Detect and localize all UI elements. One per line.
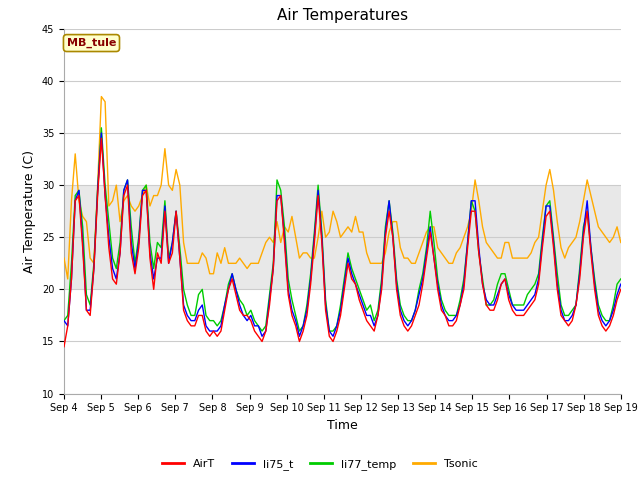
li77_temp bbox=[60, 318, 68, 324]
li75_t bbox=[617, 281, 625, 287]
AirT bbox=[247, 318, 255, 324]
AirT bbox=[97, 135, 105, 141]
Title: Air Temperatures: Air Temperatures bbox=[277, 9, 408, 24]
li75_t bbox=[60, 318, 68, 324]
Tsonic bbox=[60, 255, 68, 261]
li77_temp bbox=[527, 287, 535, 292]
Text: MB_tule: MB_tule bbox=[67, 38, 116, 48]
li77_temp bbox=[452, 312, 460, 318]
Tsonic bbox=[381, 250, 389, 256]
X-axis label: Time: Time bbox=[327, 419, 358, 432]
li77_temp bbox=[247, 307, 255, 313]
li77_temp bbox=[97, 125, 105, 131]
Legend: AirT, li75_t, li77_temp, Tsonic: AirT, li75_t, li77_temp, Tsonic bbox=[157, 455, 483, 474]
Tsonic bbox=[527, 250, 535, 256]
Line: AirT: AirT bbox=[64, 138, 621, 347]
AirT bbox=[524, 307, 531, 313]
Tsonic bbox=[288, 214, 296, 219]
Tsonic bbox=[617, 240, 625, 245]
li75_t bbox=[247, 312, 255, 318]
Y-axis label: Air Temperature (C): Air Temperature (C) bbox=[23, 150, 36, 273]
li75_t bbox=[359, 302, 367, 308]
Tsonic bbox=[359, 229, 367, 235]
Line: li77_temp: li77_temp bbox=[64, 128, 621, 331]
li75_t bbox=[97, 130, 105, 136]
Tsonic bbox=[251, 261, 259, 266]
li77_temp bbox=[359, 297, 367, 303]
Tsonic bbox=[452, 250, 460, 256]
Line: li75_t: li75_t bbox=[64, 133, 621, 336]
li75_t bbox=[452, 312, 460, 318]
AirT bbox=[378, 287, 385, 292]
AirT bbox=[617, 287, 625, 292]
AirT bbox=[60, 344, 68, 349]
li77_temp bbox=[288, 297, 296, 303]
Tsonic bbox=[97, 94, 105, 99]
li77_temp bbox=[381, 224, 389, 230]
li75_t bbox=[258, 334, 266, 339]
AirT bbox=[449, 323, 456, 329]
AirT bbox=[355, 297, 363, 303]
Line: Tsonic: Tsonic bbox=[64, 96, 621, 279]
li77_temp bbox=[617, 276, 625, 282]
AirT bbox=[284, 292, 292, 298]
li75_t bbox=[381, 229, 389, 235]
li77_temp bbox=[258, 328, 266, 334]
Tsonic bbox=[64, 276, 72, 282]
li75_t bbox=[288, 307, 296, 313]
li75_t bbox=[527, 297, 535, 303]
Bar bbox=[64, 185, 621, 289]
